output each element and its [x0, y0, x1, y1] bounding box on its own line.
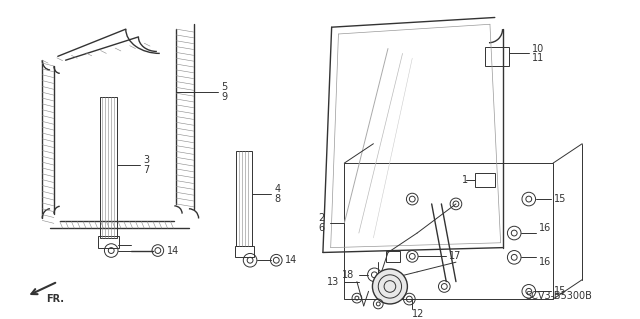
- Bar: [386, 250, 399, 262]
- Bar: [485, 47, 509, 66]
- Bar: [234, 246, 254, 257]
- Text: 2: 2: [319, 213, 325, 224]
- Text: 6: 6: [319, 223, 325, 233]
- Text: 12: 12: [412, 309, 424, 319]
- Text: 4: 4: [275, 184, 280, 194]
- Text: 7: 7: [143, 165, 150, 175]
- Bar: [98, 236, 119, 248]
- Text: 14: 14: [166, 246, 179, 256]
- Text: 13: 13: [327, 277, 339, 286]
- Text: 16: 16: [538, 257, 551, 267]
- Bar: [476, 173, 495, 188]
- Bar: [237, 151, 252, 246]
- Text: 18: 18: [342, 270, 354, 280]
- Circle shape: [372, 269, 408, 304]
- Text: 11: 11: [532, 53, 544, 63]
- Text: 3: 3: [143, 155, 149, 165]
- Text: 15: 15: [554, 286, 566, 296]
- Bar: [344, 163, 553, 299]
- Text: 14: 14: [285, 255, 298, 265]
- Text: 1: 1: [463, 174, 468, 185]
- Text: 10: 10: [532, 44, 544, 54]
- Text: 8: 8: [275, 194, 280, 204]
- Text: FR.: FR.: [46, 294, 64, 304]
- Text: 17: 17: [449, 251, 461, 261]
- Text: 9: 9: [221, 92, 227, 102]
- Text: 5: 5: [221, 82, 227, 93]
- Bar: [100, 97, 117, 238]
- Text: 16: 16: [538, 223, 551, 233]
- Text: 15: 15: [554, 194, 566, 204]
- Text: SCV3-B5300B: SCV3-B5300B: [525, 291, 592, 301]
